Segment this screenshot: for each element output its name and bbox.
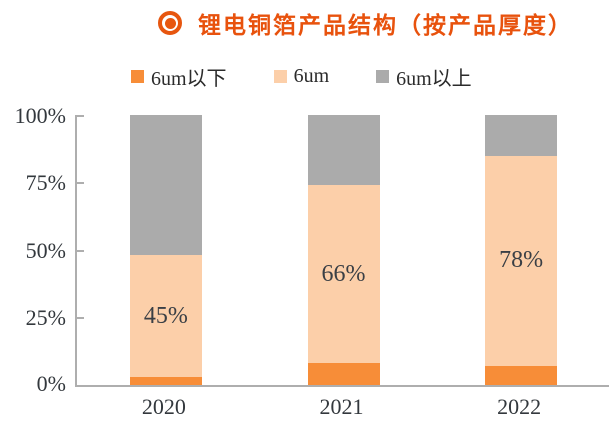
chart-title: 锂电铜箔产品结构（按产品厚度）: [198, 13, 573, 38]
legend-item-under-6um: 6um以下: [131, 62, 227, 91]
legend-swatch-over-6um: [376, 70, 390, 83]
y-axis-tick: [77, 317, 84, 319]
x-axis-labels: 2020 2021 2022: [75, 394, 608, 424]
legend-label-under-6um: 6um以下: [151, 68, 227, 90]
bar-segment-2022-6um以下: [485, 366, 558, 385]
plot-area: 45% 66% 78%: [75, 115, 609, 387]
bar-segment-2020-6um以下: [129, 376, 202, 385]
legend-swatch-6um: [273, 70, 287, 83]
bar-segment-2022-6um: 78%: [485, 155, 558, 367]
y-axis-labels: 100% 75% 50% 25% 0%: [0, 0, 66, 436]
bar-segment-2021-6um: 66%: [307, 185, 380, 364]
y-axis-label-50: 50%: [25, 238, 66, 263]
bullseye-icon: [158, 11, 182, 35]
bar-data-label-2020: 45%: [143, 302, 188, 329]
y-axis-tick: [77, 115, 84, 117]
y-axis-label-25: 25%: [25, 305, 66, 330]
x-axis-label-2020: 2020: [141, 394, 186, 419]
legend-item-6um: 6um: [273, 65, 330, 88]
y-axis-label-75: 75%: [25, 170, 66, 195]
bar-2020: 45%: [129, 115, 202, 385]
bar-2021: 66%: [307, 115, 380, 385]
y-axis-label-0: 0%: [36, 371, 66, 396]
bullseye-dot: [164, 17, 176, 29]
y-axis-tick: [77, 182, 84, 184]
x-axis-label-2021: 2021: [319, 394, 364, 419]
legend-swatch-under-6um: [131, 70, 144, 83]
bar-data-label-2021: 66%: [321, 260, 366, 287]
chart-legend: 6um以下 6um 6um以上: [131, 62, 472, 91]
bar-2022: 78%: [485, 115, 558, 385]
legend-item-over-6um: 6um以上: [376, 62, 472, 91]
y-axis-tick: [77, 250, 84, 252]
bar-data-label-2022: 78%: [499, 247, 544, 274]
legend-label-6um: 6um: [293, 65, 330, 87]
bar-segment-2020-6um以上: [129, 115, 202, 256]
bar-segment-2022-6um以上: [485, 115, 558, 156]
chart-header: 锂电铜箔产品结构（按产品厚度）: [158, 6, 573, 40]
x-axis-label-2022: 2022: [497, 394, 542, 419]
bar-segment-2021-6um以上: [307, 115, 380, 186]
bar-segment-2020-6um: 45%: [129, 255, 202, 377]
y-axis-label-100: 100%: [14, 103, 66, 128]
bar-segment-2021-6um以下: [307, 363, 380, 385]
legend-label-over-6um: 6um以上: [396, 68, 472, 90]
